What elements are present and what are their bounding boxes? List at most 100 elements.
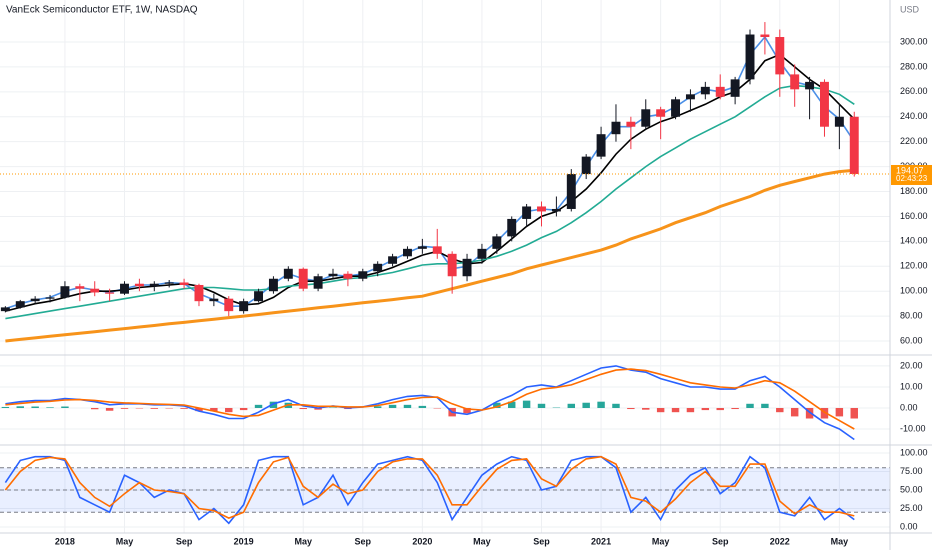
x-tick-label: 2020 <box>412 536 432 546</box>
y-tick-label: 220.00 <box>900 136 928 146</box>
histogram-bar <box>493 402 501 408</box>
y-tick-label: 60.00 <box>900 335 923 345</box>
candle-body <box>700 86 710 95</box>
y-tick-label: 100.00 <box>900 286 928 296</box>
indicator-line <box>5 35 855 310</box>
histogram-bar <box>835 407 844 417</box>
histogram-bar <box>403 404 412 408</box>
histogram-bar <box>254 404 263 408</box>
candle-body <box>60 286 70 298</box>
y-tick-label: 10.00 <box>900 381 923 391</box>
candle-body <box>268 278 278 292</box>
histogram-bar <box>627 407 635 410</box>
candle-body <box>641 109 651 127</box>
y-tick-label: 280.00 <box>900 61 928 71</box>
histogram-bar <box>656 407 665 413</box>
indicator-line <box>5 168 855 343</box>
y-tick-label: 120.00 <box>900 261 928 271</box>
candle-body <box>403 248 412 257</box>
candle-body <box>671 99 681 117</box>
candle-body <box>849 116 859 174</box>
x-tick-label: May <box>116 536 134 546</box>
histogram-bar <box>612 403 620 408</box>
histogram-bar <box>46 407 54 408</box>
last-price-label: 194.07 <box>896 165 924 175</box>
y-tick-label: 0.00 <box>900 521 918 531</box>
candle-body <box>656 109 666 117</box>
candle-body <box>298 268 308 289</box>
indicator-line <box>5 368 855 430</box>
histogram-bar <box>299 407 307 410</box>
histogram-bar <box>716 407 724 411</box>
y-tick-label: 0.00 <box>900 402 918 412</box>
candle-body <box>417 246 427 249</box>
candle-body <box>730 79 740 97</box>
candle-body <box>388 256 398 264</box>
plot-area <box>0 22 890 525</box>
chart-title: VanEck Semiconductor ETF, 1W, NASDAQ <box>6 5 198 16</box>
histogram-bar <box>239 407 248 411</box>
x-tick-label: Sep <box>712 536 729 546</box>
candle-body <box>313 276 323 289</box>
y-tick-label: 25.00 <box>900 503 923 513</box>
candle-body <box>522 206 532 219</box>
candle-body <box>0 307 10 312</box>
histogram-bar <box>537 403 546 408</box>
histogram-bar <box>225 407 233 413</box>
histogram-bar <box>388 404 397 408</box>
histogram-bar <box>567 403 576 408</box>
histogram-bar <box>671 407 680 413</box>
y-tick-label: 75.00 <box>900 466 923 476</box>
candle-body <box>75 286 85 289</box>
candle-body <box>447 253 457 277</box>
histogram-bar <box>1 406 10 408</box>
candle-body <box>224 298 234 312</box>
candle-body <box>477 248 487 259</box>
x-tick-label: Sep <box>355 536 372 546</box>
histogram-bar <box>31 406 39 408</box>
candle-body <box>15 301 25 308</box>
candle-body <box>45 297 55 299</box>
x-tick-label: 2021 <box>591 536 611 546</box>
y-tick-label: 300.00 <box>900 36 928 46</box>
countdown-label: 02:43:23 <box>896 174 928 183</box>
histogram-bar <box>120 407 129 409</box>
histogram-bar <box>790 407 799 417</box>
candle-body <box>566 174 576 209</box>
candle-body <box>358 271 368 279</box>
y-tick-label: 20.00 <box>900 360 923 370</box>
candle-body <box>239 301 249 312</box>
histogram-bar <box>731 407 739 410</box>
histogram-bar <box>597 401 605 408</box>
candle-body <box>611 121 621 135</box>
currency-label: USD <box>900 4 920 14</box>
histogram-bar <box>61 406 69 408</box>
candle-body <box>373 263 383 272</box>
candle-body <box>745 34 755 80</box>
indicator-line <box>4 455 855 525</box>
histogram-bar <box>642 407 650 410</box>
x-tick-label: May <box>473 536 491 546</box>
candle-body <box>551 208 561 212</box>
x-tick-label: May <box>294 536 312 546</box>
x-tick-label: 2019 <box>234 536 254 546</box>
indicator-line <box>4 455 855 519</box>
histogram-bar <box>16 406 24 408</box>
y-tick-label: 50.00 <box>900 484 923 494</box>
candle-body <box>581 156 591 175</box>
candle-body <box>432 246 442 254</box>
x-tick-label: Sep <box>176 536 193 546</box>
histogram-bar <box>373 406 382 408</box>
x-tick-label: Sep <box>533 536 550 546</box>
candle-body <box>715 86 725 97</box>
candle-body <box>209 298 219 302</box>
candle-body <box>194 284 204 302</box>
y-tick-label: 80.00 <box>900 310 923 320</box>
candle-body <box>328 273 338 277</box>
candle-body <box>596 134 606 157</box>
y-tick-label: 100.00 <box>900 447 928 457</box>
candle-body <box>283 268 293 279</box>
candle-body <box>254 291 264 302</box>
candle-body <box>537 206 546 212</box>
